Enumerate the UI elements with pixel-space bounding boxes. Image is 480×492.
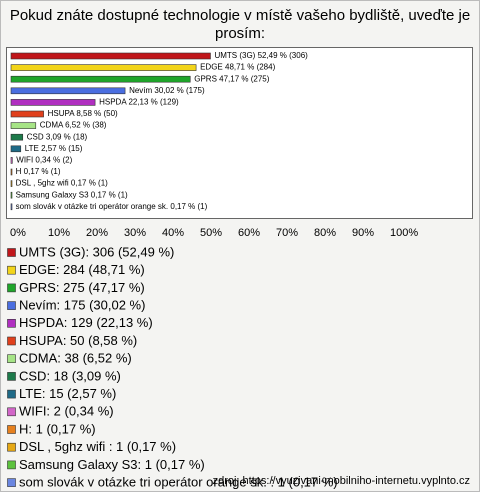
bar (10, 99, 96, 106)
legend-swatch (7, 389, 16, 399)
bar-label: H 0,17 % (1) (16, 167, 61, 176)
legend-label: GPRS: 275 (47,17 %) (19, 280, 145, 295)
bar-label: som slovák v otázke tri operátor orange … (16, 202, 208, 211)
legend-label: Nevím: 175 (30,02 %) (19, 298, 145, 313)
chart-title: Pokud znáte dostupné technologie v místě… (10, 7, 470, 24)
x-tick-label: 50% (200, 227, 222, 239)
bar (10, 110, 44, 118)
legend-label: LTE: 15 (2,57 %) (19, 386, 116, 401)
bar-label: EDGE 48,71 % (284) (200, 63, 275, 72)
legend-label: som slovák v otázke tri operátor orange … (19, 475, 338, 490)
bar (10, 157, 13, 164)
bar (10, 64, 197, 71)
source: zdroj: https://vyuzivani-mobilniho-inter… (213, 475, 470, 487)
legend-label: DSL , 5ghz wifi : 1 (0,17 %) (19, 439, 176, 454)
bar (10, 133, 24, 141)
bar-label: DSL , 5ghz wifi 0,17 % (1) (16, 179, 109, 188)
legend-swatch (7, 301, 16, 310)
chart-title: prosím: (215, 25, 265, 42)
legend-swatch (7, 372, 16, 381)
bar (10, 168, 13, 176)
bar-label: LTE 2,57 % (15) (25, 144, 83, 153)
bar (10, 145, 22, 153)
bar (10, 122, 37, 129)
legend-swatch (7, 265, 16, 275)
legend-swatch (7, 478, 16, 487)
bar-label: CSD 3,09 % (18) (27, 132, 88, 141)
bar-label: HSPDA 22,13 % (129) (99, 98, 179, 107)
legend-label: CDMA: 38 (6,52 %) (19, 351, 132, 366)
bar (10, 52, 211, 60)
legend-swatch (7, 442, 16, 452)
bar-label: Nevím 30,02 % (175) (129, 86, 205, 95)
bar (10, 75, 191, 83)
bar-label: Samsung Galaxy S3 0,17 % (1) (16, 190, 128, 199)
bar (10, 180, 13, 187)
x-tick-label: 80% (314, 227, 336, 239)
x-tick-label: 30% (124, 227, 146, 239)
bar-label: WIFI 0,34 % (2) (16, 156, 72, 165)
x-tick-label: 90% (352, 227, 374, 239)
legend-label: CSD: 18 (3,09 %) (19, 368, 121, 383)
legend-label: Samsung Galaxy S3: 1 (0,17 %) (19, 457, 205, 472)
bar (10, 87, 126, 95)
legend-label: HSUPA: 50 (8,58 %) (19, 333, 137, 348)
bar (10, 203, 13, 211)
x-tick-label: 100% (390, 227, 418, 239)
legend-swatch (7, 407, 16, 417)
legend-label: H: 1 (0,17 %) (19, 421, 96, 436)
legend-label: UMTS (3G): 306 (52,49 %) (19, 244, 174, 259)
bar (10, 191, 13, 199)
legend-swatch (7, 425, 16, 434)
legend-label: HSPDA: 129 (22,13 %) (19, 315, 153, 330)
legend-label: WIFI: 2 (0,34 %) (19, 404, 114, 419)
legend-swatch (7, 354, 16, 364)
legend-swatch (7, 318, 16, 328)
x-tick-label: 10% (48, 227, 70, 239)
legend-label: EDGE: 284 (48,71 %) (19, 262, 145, 277)
legend-swatch (7, 248, 16, 257)
legend-swatch (7, 283, 16, 293)
bar-label: HSUPA 8,58 % (50) (48, 109, 118, 118)
x-tick-label: 60% (238, 227, 260, 239)
x-tick-label: 40% (162, 227, 184, 239)
legend-swatch (7, 460, 16, 470)
bar-label: UMTS (3G) 52,49 % (306) (214, 51, 308, 60)
legend-swatch (7, 336, 16, 346)
bar-label: CDMA 6,52 % (38) (40, 121, 107, 130)
bar-label: GPRS 47,17 % (275) (194, 74, 269, 83)
x-tick-label: 70% (276, 227, 298, 239)
x-tick-label: 0% (10, 227, 26, 239)
x-tick-label: 20% (86, 227, 108, 239)
